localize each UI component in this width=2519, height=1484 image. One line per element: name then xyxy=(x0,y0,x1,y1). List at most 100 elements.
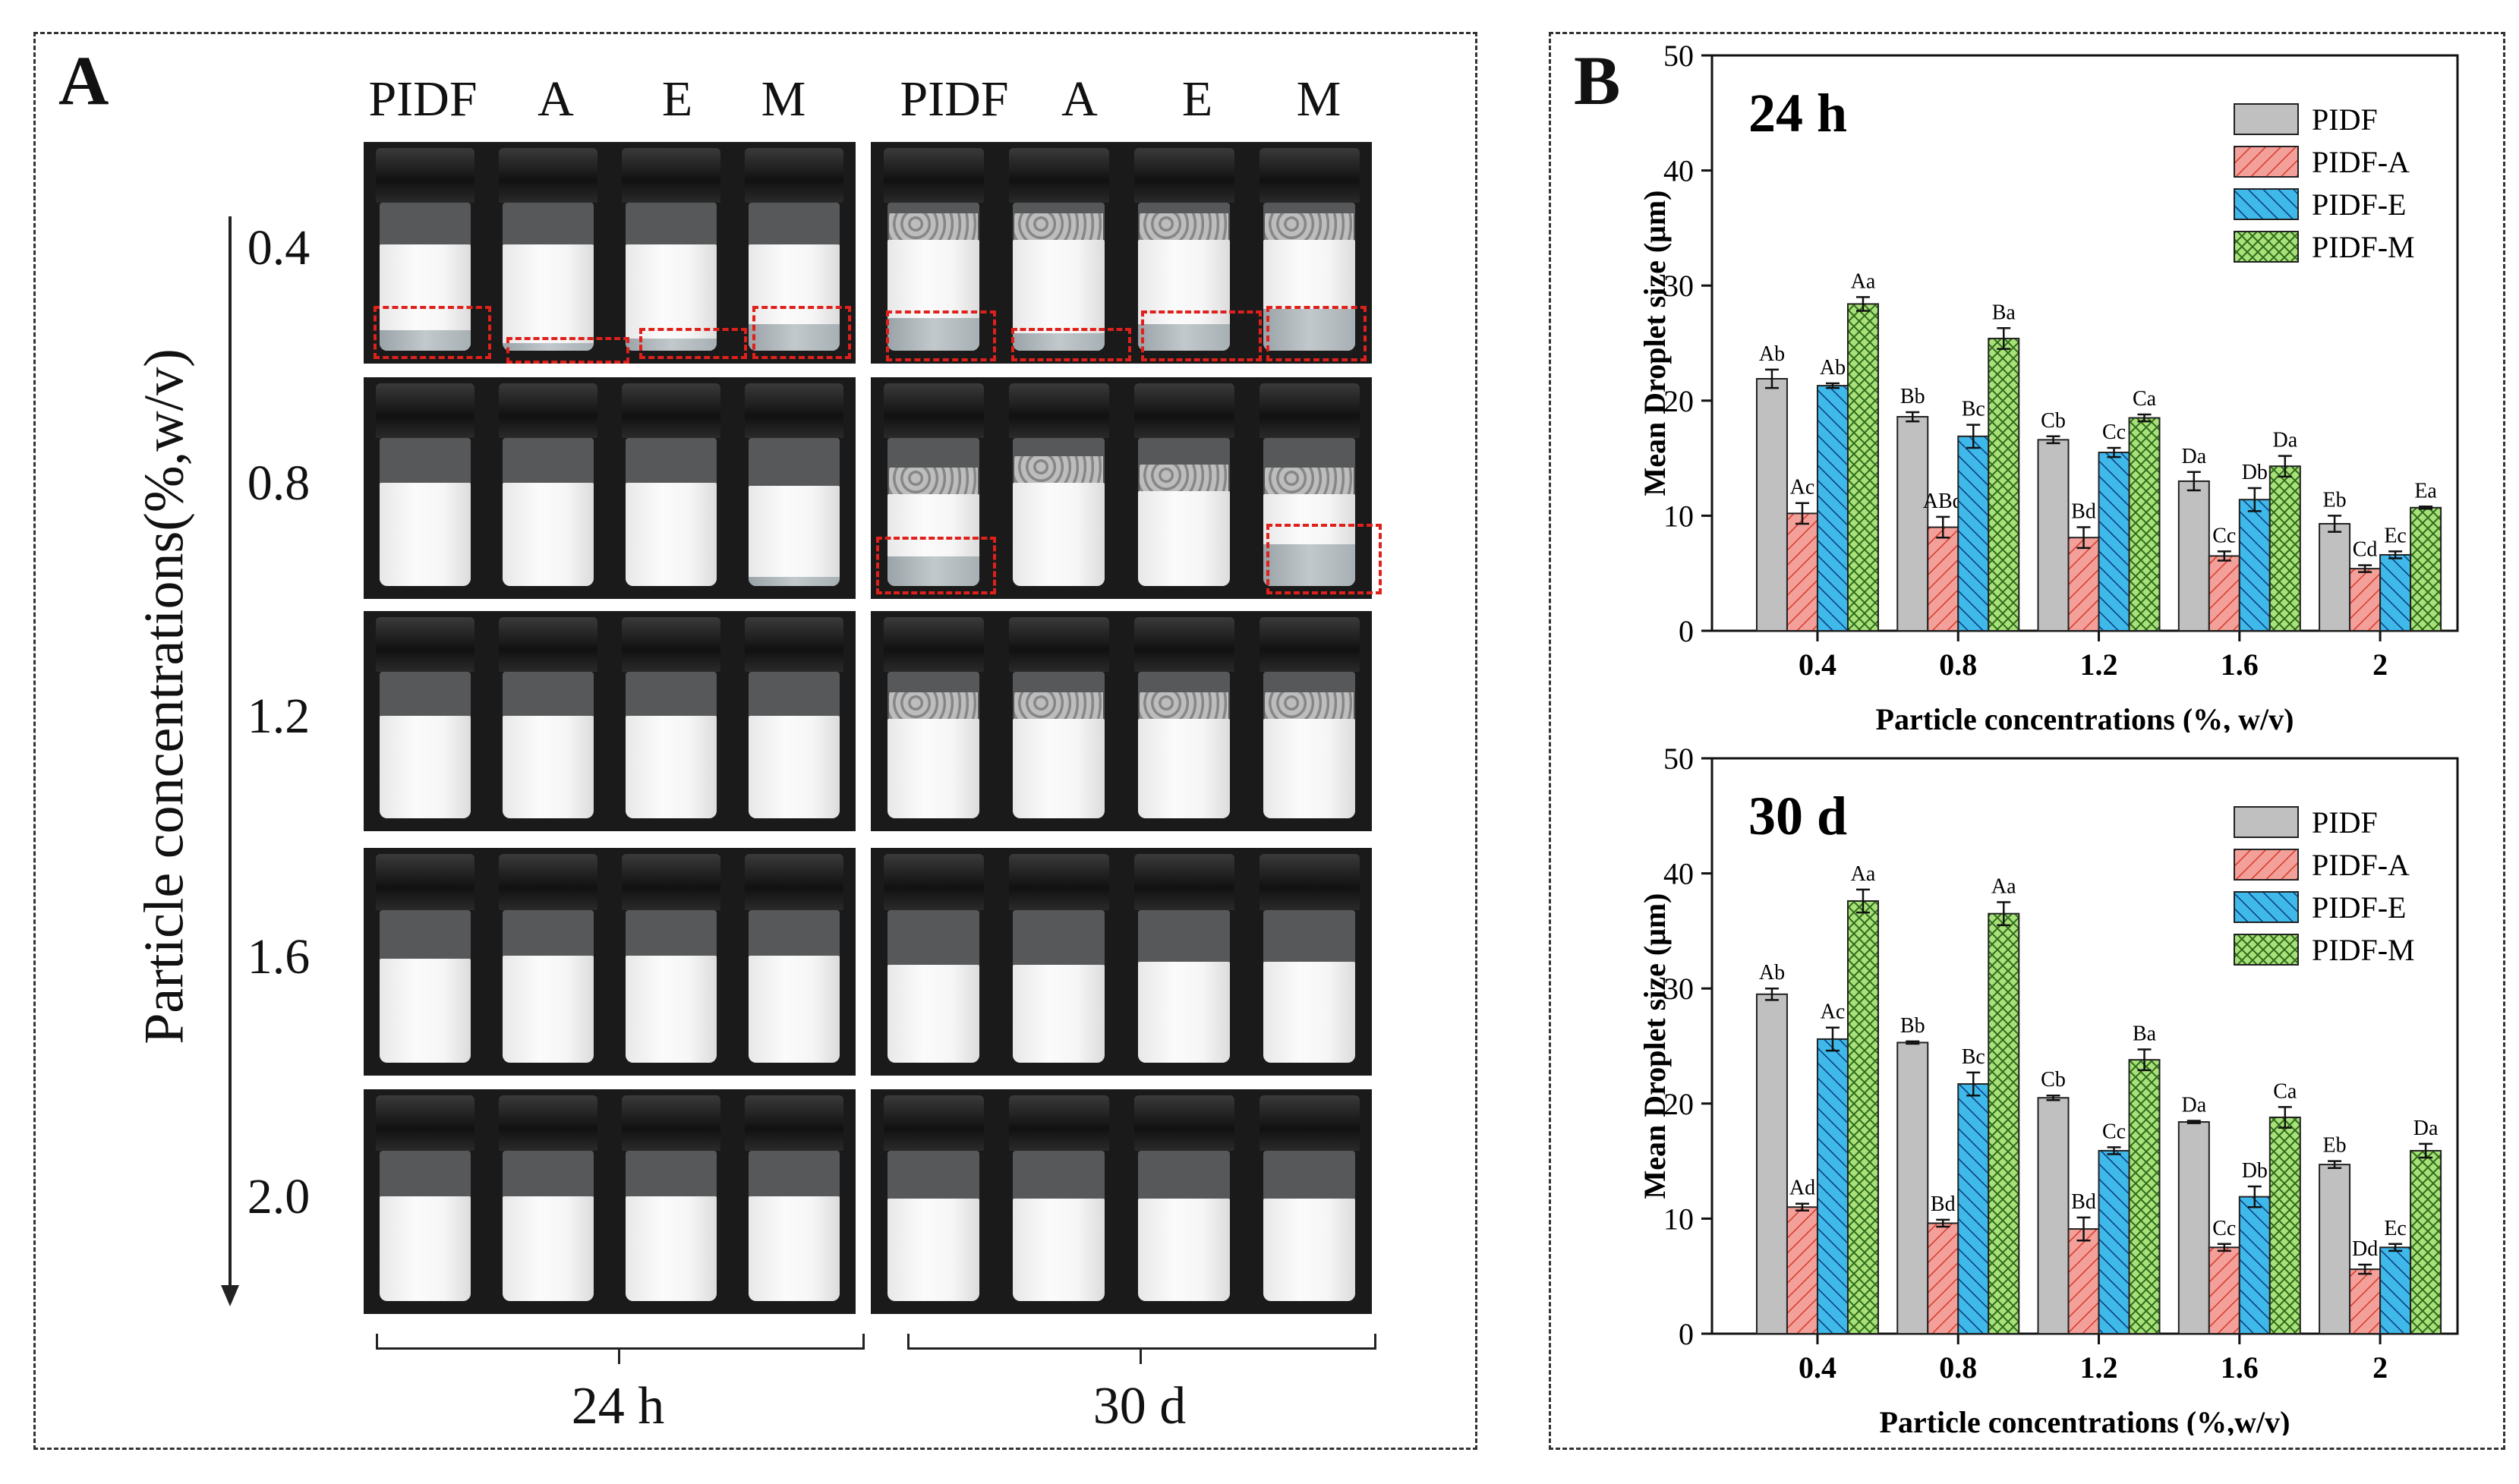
x-tick-label: 0.8 xyxy=(1939,1350,1977,1385)
x-axis-label: Particle concentrations (%,w/v) xyxy=(1880,1405,2290,1435)
vial-cap xyxy=(376,148,474,203)
vial-cap xyxy=(622,383,720,439)
bar-pidf xyxy=(2037,439,2070,632)
vial xyxy=(745,617,843,827)
vial xyxy=(883,1095,984,1309)
bar-pidf-e xyxy=(1957,1083,1990,1334)
significance-label: Ab xyxy=(1759,961,1785,985)
vial-cap xyxy=(499,1095,597,1152)
vial xyxy=(1008,617,1109,827)
bar-pidf xyxy=(1896,416,1929,632)
y-tick-label: 20 xyxy=(1663,1087,1694,1121)
vial-glass xyxy=(1012,203,1105,351)
significance-label: Ab xyxy=(1820,356,1846,380)
vial-glass xyxy=(1263,1151,1356,1301)
significance-label: Aa xyxy=(1991,875,2016,899)
vial xyxy=(499,617,597,827)
oil-floc-layer xyxy=(889,468,978,495)
vial-cap xyxy=(1133,383,1234,439)
vial-cap xyxy=(745,854,843,911)
time-bracket xyxy=(907,1334,1376,1350)
bar-pidf-e xyxy=(1816,1038,1849,1334)
phase-separation-highlight xyxy=(1266,306,1367,362)
row-label: 2.0 xyxy=(247,1169,311,1224)
vial-photo xyxy=(871,1089,1372,1314)
emulsion-layer xyxy=(1012,718,1105,818)
vial xyxy=(745,854,843,1071)
bar-pidf-e xyxy=(2098,452,2130,632)
concentration-arrow-line xyxy=(229,216,232,1287)
emulsion-layer xyxy=(1137,491,1231,586)
emulsion-layer xyxy=(1137,718,1231,818)
vial-glass xyxy=(887,1151,980,1301)
y-tick-label: 10 xyxy=(1663,499,1694,533)
significance-label: ABd xyxy=(1923,490,1963,513)
significance-label: Cc xyxy=(2102,1120,2126,1143)
column-label: E xyxy=(1181,71,1213,127)
emulsion-layer xyxy=(1137,962,1231,1063)
phase-separation-highlight xyxy=(638,328,748,360)
significance-label: Cd xyxy=(2353,538,2378,562)
legend-label: PIDF-E xyxy=(2312,890,2406,925)
emulsion-layer xyxy=(380,1196,471,1301)
vial xyxy=(1259,617,1360,827)
serum-layer xyxy=(1137,323,1231,351)
vial-cap xyxy=(745,617,843,672)
legend-label: PIDF-A xyxy=(2312,848,2410,882)
y-tick-label: 30 xyxy=(1663,269,1694,303)
vial xyxy=(376,148,474,359)
vial-cap xyxy=(499,148,597,203)
bar-pidf-m xyxy=(2268,465,2301,632)
vial xyxy=(883,854,984,1071)
column-label: M xyxy=(1296,71,1341,127)
vial-glass xyxy=(1012,671,1105,818)
row-label: 0.8 xyxy=(247,455,311,511)
legend-swatch xyxy=(2234,103,2299,135)
vial-glass xyxy=(503,1151,594,1301)
significance-label: Bd xyxy=(2071,500,2096,524)
vial-cap xyxy=(883,1095,984,1152)
chart-title: 24 h xyxy=(1748,83,1847,143)
vial-glass xyxy=(626,910,717,1063)
vial-glass xyxy=(503,671,594,818)
vial xyxy=(1259,383,1360,594)
significance-label: Db xyxy=(2242,1159,2268,1183)
vial-glass xyxy=(887,203,980,351)
phase-separation-highlight xyxy=(1266,523,1382,595)
vial-glass xyxy=(1137,910,1231,1063)
significance-label: Bb xyxy=(1900,1014,1925,1038)
emulsion-layer xyxy=(626,956,717,1063)
emulsion-layer xyxy=(626,1196,717,1301)
bar-pidf xyxy=(2177,480,2210,632)
vial-cap xyxy=(883,854,984,911)
time-bracket-tick xyxy=(618,1347,620,1364)
significance-label: Cb xyxy=(2041,409,2066,433)
bar-pidf xyxy=(1896,1041,1929,1334)
chart-30d: 0 10 20 30 40 50 30 d Mean Droplet size (μm) Par… xyxy=(1638,742,2459,1435)
vial-glass xyxy=(1012,910,1105,1063)
vial-glass xyxy=(1137,203,1231,351)
vial xyxy=(622,854,720,1071)
vial-glass xyxy=(749,910,840,1063)
emulsion-layer xyxy=(1012,965,1105,1063)
vial-cap xyxy=(1008,1095,1109,1152)
emulsion-layer xyxy=(503,244,594,351)
emulsion-layer xyxy=(749,485,840,586)
serum-layer xyxy=(749,323,840,351)
vial-glass xyxy=(626,671,717,818)
emulsion-layer xyxy=(503,482,594,586)
legend-label: PIDF-E xyxy=(2312,187,2406,222)
serum-layer xyxy=(1263,544,1356,586)
vial xyxy=(622,617,720,827)
vial-cap xyxy=(376,383,474,439)
emulsion-layer xyxy=(1263,962,1356,1063)
significance-label: Cc xyxy=(2102,421,2126,444)
vial-photo xyxy=(364,1089,856,1314)
vial-photo xyxy=(364,848,856,1076)
vial-cap xyxy=(622,854,720,911)
time-label: 30 d xyxy=(1092,1377,1187,1435)
legend-swatch xyxy=(2234,231,2299,263)
time-label: 24 h xyxy=(571,1377,665,1435)
row-label: 0.4 xyxy=(247,220,311,276)
vial-glass xyxy=(1263,438,1356,586)
